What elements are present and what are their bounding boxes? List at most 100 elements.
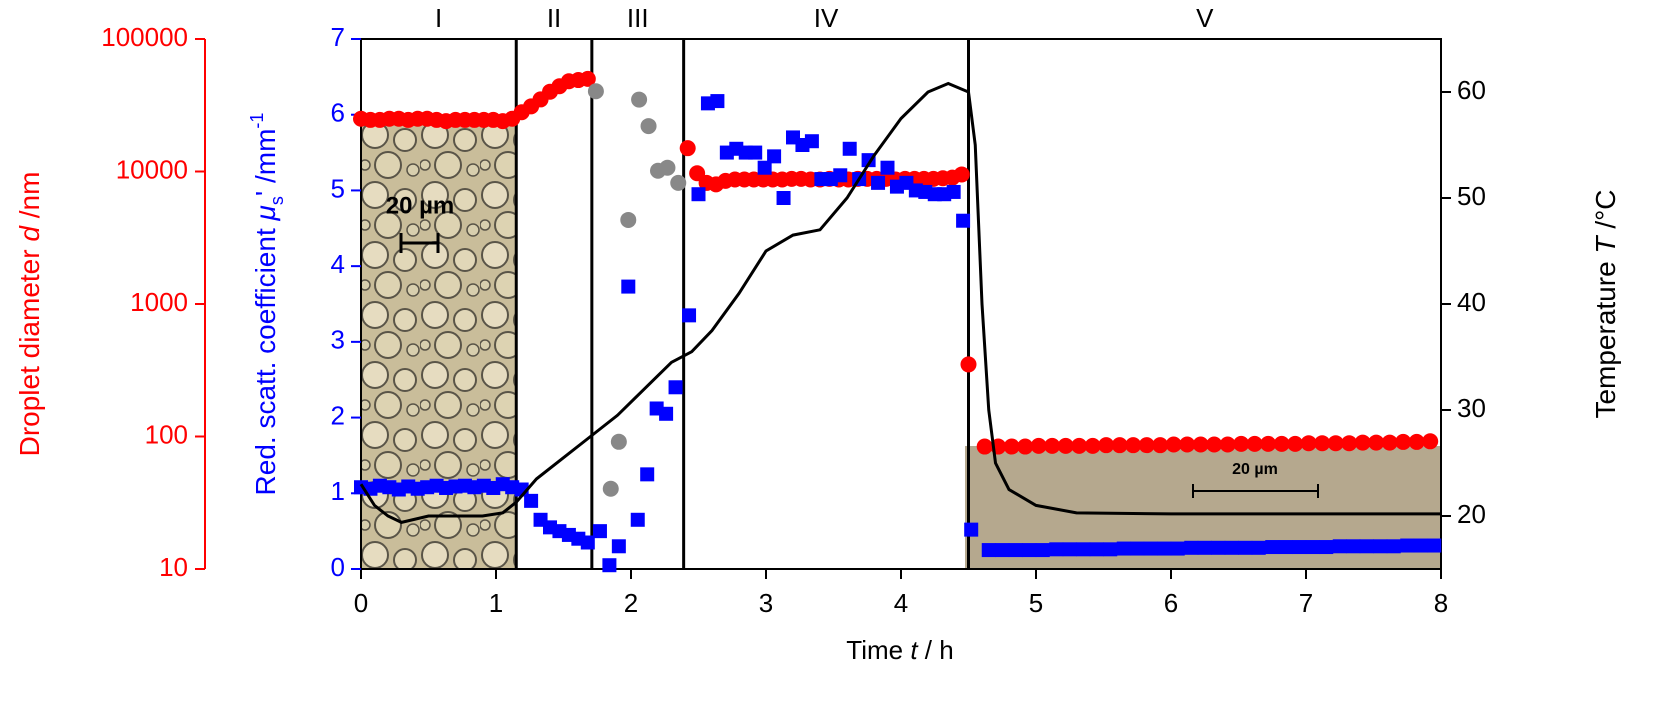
point	[1381, 434, 1398, 451]
point	[953, 166, 970, 183]
point	[670, 174, 687, 191]
point	[621, 279, 636, 294]
y-axis-label: Red. scatt. coefficient μs' /mm-1	[247, 113, 287, 496]
point	[1354, 434, 1371, 451]
y3-tick-label: 100000	[101, 22, 188, 52]
point	[668, 380, 683, 395]
phase-label: IV	[814, 3, 839, 33]
point	[804, 134, 819, 149]
point	[1408, 433, 1425, 450]
point	[640, 467, 655, 482]
y-tick-label: 7	[331, 22, 345, 52]
point	[871, 175, 886, 190]
point	[1206, 436, 1223, 453]
point	[610, 433, 627, 450]
y3-tick-label: 100	[145, 419, 188, 449]
point	[1111, 437, 1128, 454]
point	[1314, 435, 1331, 452]
point	[1197, 540, 1212, 555]
point	[682, 308, 697, 323]
point	[976, 438, 993, 455]
point	[1179, 436, 1196, 453]
point	[1184, 540, 1199, 555]
temperature-line	[359, 81, 1441, 524]
y2-axis-label: Temperature T /°C	[1590, 189, 1621, 418]
point	[602, 558, 617, 573]
point	[1017, 438, 1034, 455]
point	[833, 168, 848, 183]
point	[1089, 542, 1104, 557]
point	[767, 149, 782, 164]
point	[1049, 542, 1064, 557]
point	[592, 524, 607, 539]
y-tick-label: 6	[331, 98, 345, 128]
point	[1251, 540, 1266, 555]
point	[1211, 540, 1226, 555]
point	[620, 211, 637, 228]
phase-label: I	[435, 3, 442, 33]
x-axis-label: Time t / h	[846, 635, 953, 665]
phase-label: II	[547, 3, 561, 33]
y-tick-label: 0	[331, 552, 345, 582]
point	[579, 70, 596, 87]
point	[1373, 539, 1388, 554]
point	[1233, 435, 1250, 452]
point	[1319, 540, 1334, 555]
scale-bar	[1192, 484, 1319, 498]
point	[1305, 540, 1320, 555]
point	[1165, 436, 1182, 453]
point	[1143, 541, 1158, 556]
point	[1341, 435, 1358, 452]
point	[1138, 437, 1155, 454]
x-tick-label: 7	[1299, 588, 1313, 618]
point	[710, 94, 725, 109]
point	[659, 159, 676, 176]
point	[587, 83, 604, 100]
point	[679, 140, 696, 157]
annotation: 20 µm	[1232, 461, 1278, 478]
point	[757, 160, 772, 175]
point	[631, 91, 648, 108]
point	[1084, 437, 1101, 454]
y3-tick-label: 10	[159, 552, 188, 582]
y2-tick-label: 20	[1457, 499, 1486, 529]
point	[1071, 437, 1088, 454]
point	[1300, 435, 1317, 452]
point	[1287, 435, 1304, 452]
point	[1395, 433, 1412, 450]
y3-axis-label: Droplet diameter d /nm	[14, 172, 45, 457]
x-tick-label: 5	[1029, 588, 1043, 618]
phase-label: V	[1196, 3, 1214, 33]
annotation: 20 µm	[386, 192, 455, 219]
x-tick-label: 2	[624, 588, 638, 618]
point	[776, 191, 791, 205]
point	[1022, 543, 1037, 558]
point	[1238, 540, 1253, 555]
point	[1327, 435, 1344, 452]
point	[659, 406, 674, 421]
point	[1103, 542, 1118, 557]
point	[1076, 542, 1091, 557]
point	[1003, 438, 1020, 455]
point	[1359, 539, 1374, 554]
point	[1346, 539, 1361, 554]
point	[1044, 437, 1061, 454]
point	[1219, 436, 1236, 453]
point	[1152, 437, 1169, 454]
x-tick-label: 4	[894, 588, 908, 618]
point	[1035, 543, 1050, 558]
point	[1292, 540, 1307, 555]
point	[1116, 541, 1131, 556]
point	[1273, 435, 1290, 452]
point	[956, 213, 971, 228]
micrograph	[361, 125, 516, 569]
x-tick-label: 0	[354, 588, 368, 618]
point	[946, 184, 961, 199]
point	[524, 493, 539, 508]
point	[1157, 541, 1172, 556]
point	[842, 141, 857, 156]
point	[1427, 538, 1442, 553]
x-tick-label: 8	[1434, 588, 1448, 618]
y-tick-label: 4	[331, 249, 345, 279]
